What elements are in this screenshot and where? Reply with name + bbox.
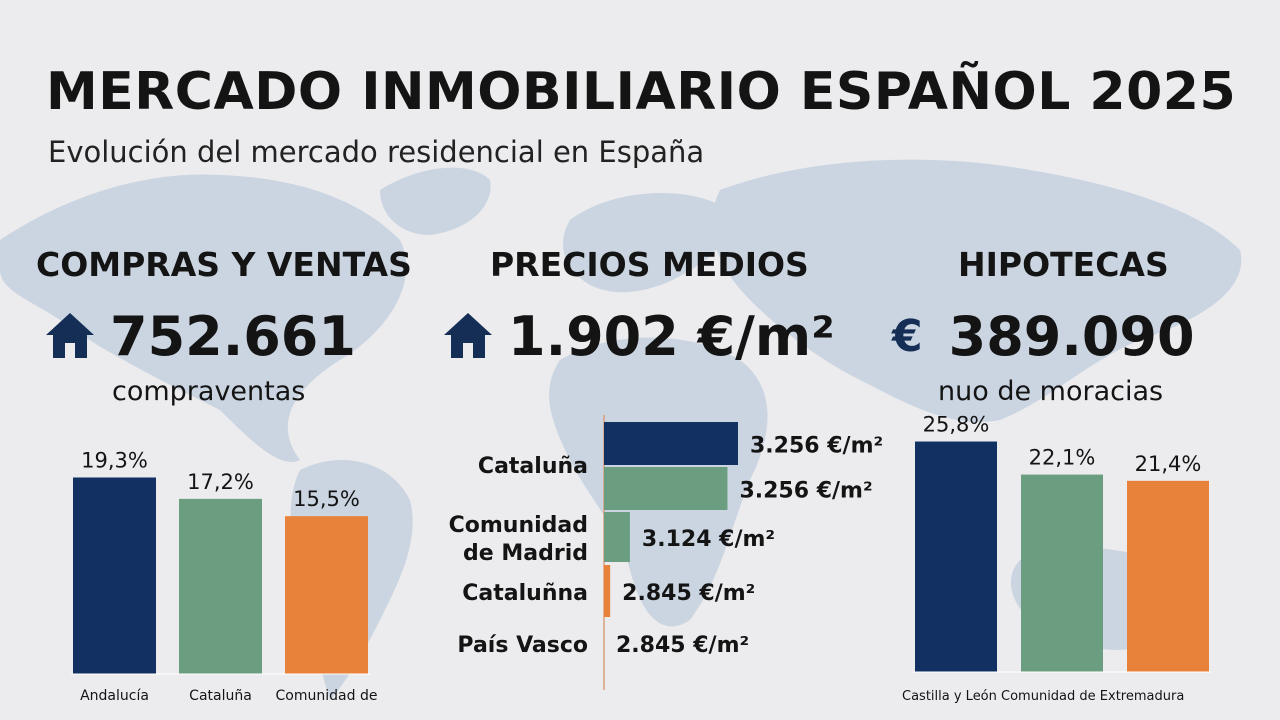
page-title: MERCADO INMOBILIARIO ESPAÑOL 2025 — [46, 62, 1237, 122]
europe-shape — [562, 193, 729, 293]
mortgages-value: 389.090 — [948, 305, 1195, 368]
bar-1 — [915, 441, 997, 672]
bar-value-label: 19,3% — [81, 448, 148, 472]
page-subtitle: Evolución del mercado residencial en Esp… — [48, 135, 705, 169]
bar-2 — [604, 467, 728, 510]
prices-heading: PRECIOS MEDIOS — [490, 245, 809, 284]
bar-value-label: 22,1% — [1029, 446, 1096, 470]
bar-value-label: 25,8% — [923, 413, 990, 437]
category-label: Comunidad de — [276, 688, 378, 704]
bar-value-label: 2.845 €/m² — [622, 581, 755, 606]
bar-2 — [179, 498, 262, 674]
house-icon — [44, 310, 96, 364]
bar-2 — [1021, 474, 1103, 672]
bar-value-label: 21,4% — [1135, 452, 1202, 476]
prices-value: 1.902 €/m² — [508, 305, 835, 368]
bar-value-label: 3.256 €/m² — [739, 479, 872, 504]
mortgage-region-bar-chart: 25,8% 22,1% 21,4% Castilla y León Comunidad… — [902, 413, 1211, 704]
category-label: Cataluña — [189, 688, 252, 704]
north-america-shape — [0, 174, 407, 462]
mortgages-heading: HIPOTECAS — [958, 245, 1169, 284]
sales-label: compraventas — [112, 376, 306, 407]
bar-value-label: 17,2% — [187, 470, 254, 494]
sales-heading: COMPRAS Y VENTAS — [36, 245, 412, 284]
bar-3 — [604, 512, 630, 562]
category-label: Castilla y León — [902, 689, 997, 704]
mortgages-label: nuo de moracias — [938, 376, 1164, 407]
category-label-row: Castilla y León Comunidad de Extremadura — [902, 689, 1184, 704]
category-label: Andalucía — [80, 688, 149, 704]
asia-shape — [711, 159, 1242, 422]
bar-1 — [604, 422, 738, 465]
prices-kpi: 1.902 €/m² — [442, 305, 835, 368]
category-label: Cataluña — [478, 454, 588, 479]
price-region-bar-chart: 3.256 €/m² Cataluña 3.256 €/m² 3.124 €/m² Co… — [449, 415, 883, 690]
sales-value: 752.661 — [110, 305, 356, 368]
category-label: Extremadura — [1096, 689, 1185, 704]
euro-icon: € — [892, 311, 923, 362]
category-label: Comunidad de — [997, 689, 1096, 704]
category-label: Cataluñna — [462, 581, 588, 606]
category-label: País Vasco — [457, 633, 588, 658]
sales-region-bar-chart: 19,3% 17,2% 15,5% Andalucía Cataluña Comunida… — [71, 448, 378, 704]
mortgages-kpi: € 389.090 — [892, 305, 1195, 368]
house-icon — [442, 310, 494, 364]
bar-value-label: 2.845 €/m² — [616, 633, 749, 658]
bar-4 — [604, 565, 611, 617]
bar-value-label: 3.256 €/m² — [750, 434, 883, 459]
bar-value-label: 15,5% — [293, 487, 360, 511]
category-label: Comunidad de Madrid — [449, 513, 588, 566]
bar-value-label: 3.124 €/m² — [642, 527, 775, 552]
bar-1 — [73, 477, 156, 674]
bar-3 — [1127, 480, 1209, 672]
greenland-shape — [380, 167, 491, 235]
sales-kpi: 752.661 — [44, 305, 356, 368]
bar-3 — [285, 516, 368, 674]
